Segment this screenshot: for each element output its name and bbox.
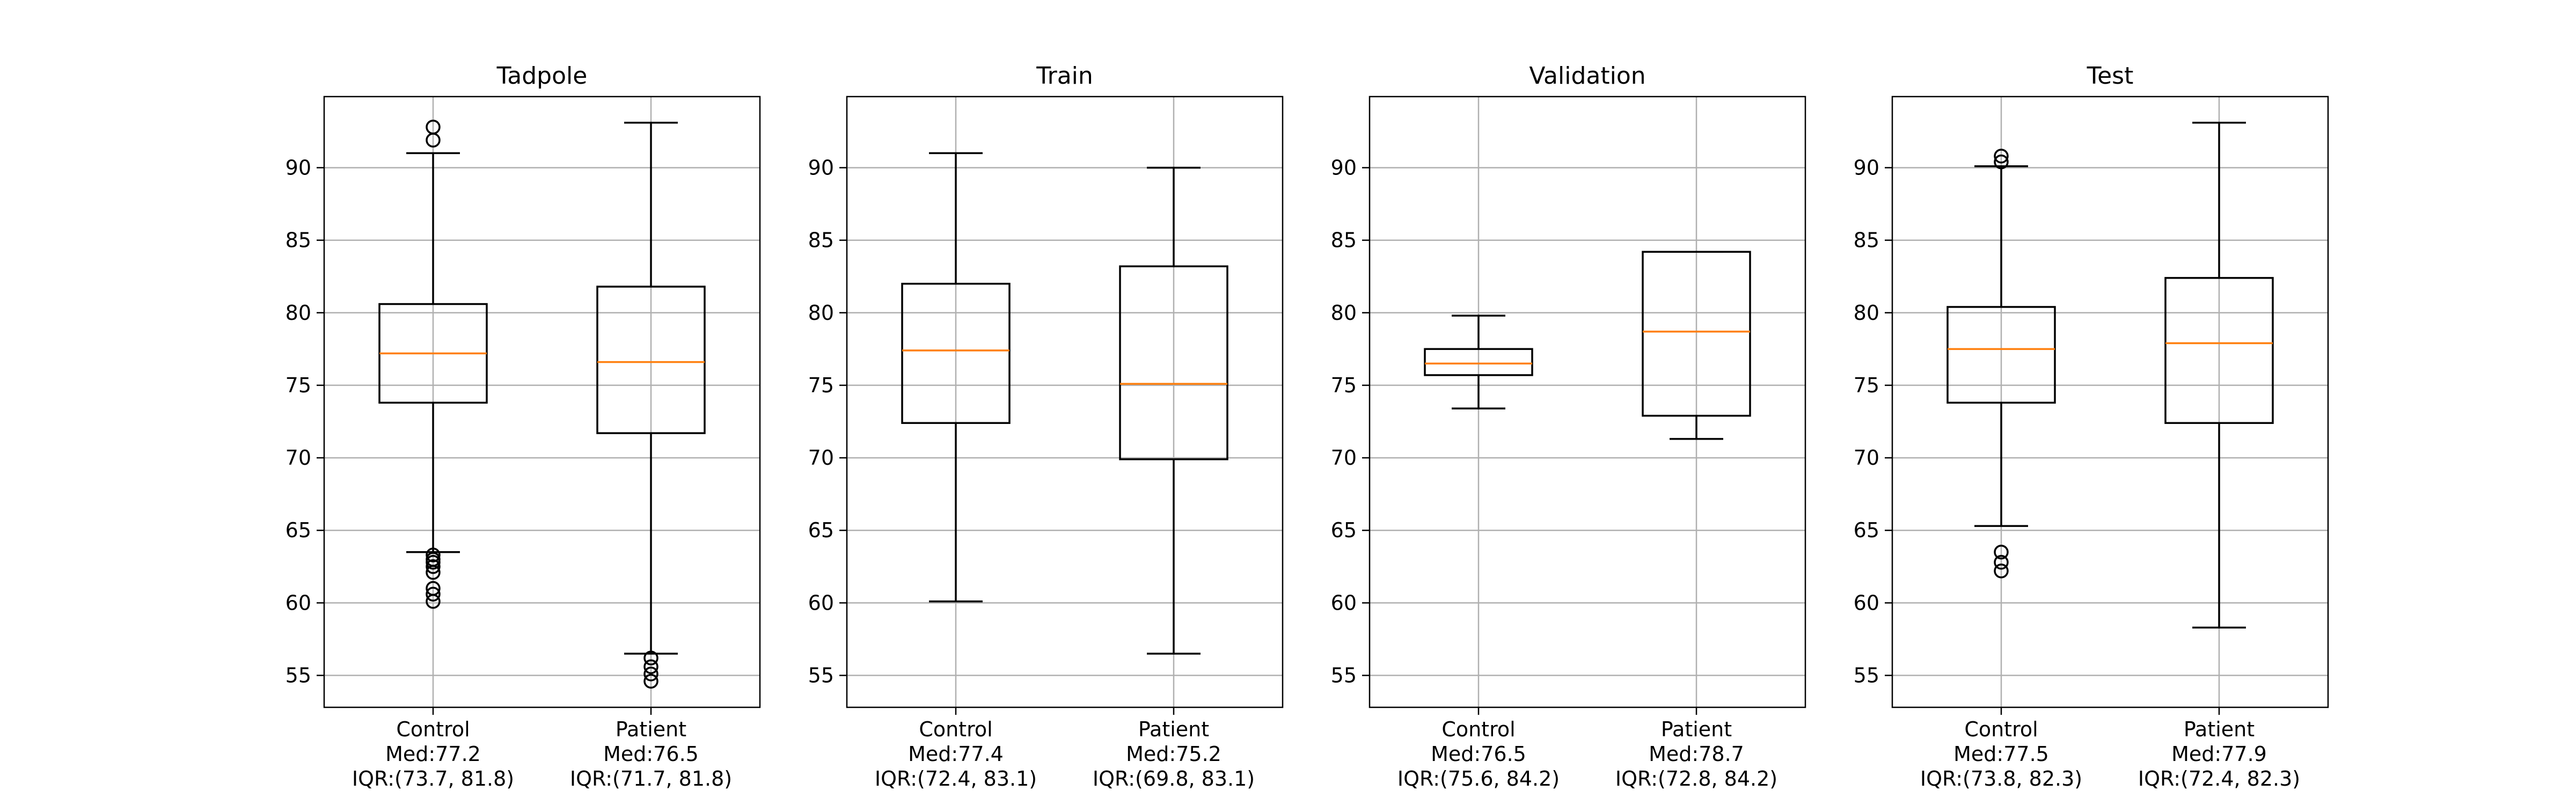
x-category-label: Control bbox=[396, 718, 470, 741]
iqr-label: IQR:(73.7, 81.8) bbox=[352, 767, 514, 791]
chart-panel-test: Test5560657075808590ControlMed:77.5IQR:(… bbox=[1854, 62, 2329, 791]
outlier-point bbox=[643, 667, 658, 682]
y-tick-label: 85 bbox=[1331, 229, 1357, 252]
box-iqr bbox=[2164, 277, 2274, 424]
y-tick-label: 75 bbox=[286, 374, 311, 397]
y-tick-label: 55 bbox=[1854, 664, 1879, 687]
y-tick-label: 65 bbox=[1854, 518, 1879, 542]
y-tick-label: 80 bbox=[1331, 301, 1357, 325]
y-tick-label: 60 bbox=[1331, 591, 1357, 614]
box-iqr bbox=[1946, 306, 2056, 404]
y-tick-label: 85 bbox=[1854, 229, 1879, 252]
outlier-point bbox=[643, 674, 658, 689]
y-tick-label: 60 bbox=[1854, 591, 1879, 614]
iqr-label: IQR:(73.8, 82.3) bbox=[1920, 767, 2082, 791]
axes-frame bbox=[1368, 96, 1806, 708]
chart-panel-train: Train5560657075808590ControlMed:77.4IQR:… bbox=[808, 62, 1284, 791]
y-tick-label: 70 bbox=[286, 446, 311, 470]
chart-title: Test bbox=[2087, 62, 2134, 90]
median-label: Med:75.2 bbox=[1126, 742, 1221, 766]
chart-title: Train bbox=[1036, 62, 1093, 90]
y-tick-label: 80 bbox=[286, 301, 311, 325]
median-label: Med:76.5 bbox=[603, 742, 699, 766]
outlier-point bbox=[1994, 564, 2009, 579]
iqr-label: IQR:(72.4, 82.3) bbox=[2138, 767, 2300, 791]
box-iqr bbox=[1119, 265, 1228, 460]
outlier-point bbox=[426, 559, 441, 574]
iqr-label: IQR:(69.8, 83.1) bbox=[1093, 767, 1255, 791]
y-tick-label: 90 bbox=[286, 156, 311, 179]
outlier-point bbox=[1994, 554, 2009, 570]
axes-frame bbox=[846, 96, 1284, 708]
chart-panel-validation: Validation 55 60 65 70 75 80 85 90 ControlMed:76.… bbox=[1331, 62, 1806, 791]
outlier-point bbox=[426, 594, 441, 609]
median-label: Med:77.9 bbox=[2171, 742, 2267, 766]
x-category-label: Control bbox=[1441, 718, 1515, 741]
outlier-point bbox=[1994, 545, 2009, 560]
box-iqr bbox=[1424, 348, 1533, 376]
outlier-point bbox=[426, 587, 441, 602]
y-tick-label: 70 bbox=[1854, 446, 1879, 470]
axes-frame bbox=[1891, 96, 2329, 708]
y-tick-label: 85 bbox=[286, 229, 311, 252]
y-tick-label: 55 bbox=[286, 664, 311, 687]
chart-title: Validation bbox=[1529, 62, 1645, 90]
median-label: Med:77.2 bbox=[385, 742, 481, 766]
x-category-label: Patient bbox=[1138, 718, 1209, 741]
x-category-label: Patient bbox=[1661, 718, 1732, 741]
median-label: Med:77.5 bbox=[1953, 742, 2049, 766]
y-tick-label: 90 bbox=[1854, 156, 1879, 179]
box-iqr bbox=[1642, 251, 1751, 417]
y-tick-label: 85 bbox=[808, 229, 834, 252]
chart-panel-tadpole: Tadpole5560657075808590ControlMed:77.2IQ… bbox=[286, 62, 761, 791]
y-tick-label: 75 bbox=[1854, 374, 1879, 397]
y-tick-label: 90 bbox=[808, 156, 834, 179]
y-tick-label: 60 bbox=[808, 591, 834, 614]
box-iqr bbox=[901, 282, 1011, 424]
median-label: Med:77.4 bbox=[908, 742, 1004, 766]
y-tick-label: 70 bbox=[1331, 446, 1357, 470]
outlier-point bbox=[1994, 149, 2009, 164]
median-label: Med:78.7 bbox=[1649, 742, 1744, 766]
y-tick-label: 80 bbox=[1854, 301, 1879, 325]
outlier-point bbox=[426, 554, 441, 570]
outlier-point bbox=[426, 133, 441, 148]
iqr-label: IQR:(75.6, 84.2) bbox=[1397, 767, 1560, 791]
y-tick-label: 75 bbox=[808, 374, 834, 397]
outlier-point bbox=[426, 565, 441, 580]
outlier-point bbox=[643, 659, 658, 675]
y-tick-label: 65 bbox=[286, 518, 311, 542]
box-iqr bbox=[596, 286, 706, 434]
y-tick-label: 55 bbox=[1331, 664, 1357, 687]
y-tick-label: 75 bbox=[1331, 374, 1357, 397]
y-tick-label: 90 bbox=[1331, 156, 1357, 179]
outlier-point bbox=[643, 650, 658, 665]
y-tick-label: 60 bbox=[286, 591, 311, 614]
y-tick-label: 65 bbox=[1331, 518, 1357, 542]
iqr-label: IQR:(72.8, 84.2) bbox=[1615, 767, 1777, 791]
y-tick-label: 65 bbox=[808, 518, 834, 542]
outlier-point bbox=[426, 547, 441, 562]
median-label: Med:76.5 bbox=[1431, 742, 1526, 766]
chart-title: Tadpole bbox=[496, 62, 588, 90]
axes-frame bbox=[323, 96, 761, 708]
iqr-label: IQR:(72.4, 83.1) bbox=[875, 767, 1037, 791]
y-tick-label: 80 bbox=[808, 301, 834, 325]
iqr-label: IQR:(71.7, 81.8) bbox=[570, 767, 732, 791]
outlier-point bbox=[1994, 154, 2009, 170]
x-category-label: Patient bbox=[2184, 718, 2255, 741]
x-category-label: Control bbox=[1964, 718, 2038, 741]
x-category-label: Patient bbox=[616, 718, 686, 741]
x-category-label: Control bbox=[919, 718, 992, 741]
y-tick-label: 70 bbox=[808, 446, 834, 470]
y-tick-label: 55 bbox=[808, 664, 834, 687]
